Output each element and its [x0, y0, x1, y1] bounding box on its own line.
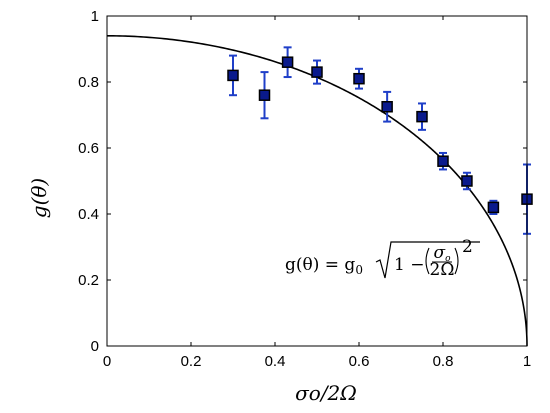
formula-sigma-subscript: o [445, 254, 451, 264]
svg-text:g(θ) = g0: g(θ) = g0 [285, 255, 363, 277]
y-tick-label: 1 [91, 8, 99, 25]
y-tick-label: 0.8 [78, 74, 99, 91]
data-points-layer [227, 46, 533, 235]
x-tick-label: 0 [103, 353, 111, 370]
data-point-marker [461, 175, 473, 187]
data-point-marker [416, 110, 428, 123]
data-point-marker [281, 56, 294, 68]
formula-g0-subscript: 0 [355, 263, 363, 277]
data-point-marker [311, 66, 323, 78]
x-tick-label: 0.6 [349, 353, 370, 370]
data-point-marker [227, 69, 239, 82]
formula-sigma: σ [433, 243, 445, 263]
data-point-marker [381, 101, 393, 113]
formula-exponent: 2 [462, 237, 473, 257]
x-tick-label: 0.2 [181, 353, 202, 370]
data-point-marker [258, 89, 271, 101]
formula-denominator: 2Ω [430, 260, 455, 280]
formula-one-minus: 1 − [394, 255, 424, 275]
x-tick-label: 0.4 [265, 353, 286, 370]
y-axis-title: g(θ) [27, 178, 51, 218]
formula-lhs: g(θ) = g [285, 255, 355, 275]
data-point-marker [353, 72, 365, 85]
svg-text:σo: σo [433, 243, 451, 264]
formula-left-paren [425, 247, 430, 275]
formula-radical-sign [375, 241, 480, 279]
x-tick-label: 1 [523, 353, 531, 370]
y-tick-label: 0.2 [78, 272, 99, 289]
ticks-layer [106, 15, 528, 347]
plot-area-frame [106, 15, 528, 347]
y-tick-label: 0.6 [78, 140, 99, 157]
y-tick-label: 0.4 [78, 206, 99, 223]
data-point-marker [487, 201, 500, 214]
tick-labels-layer: 0 0.2 0.4 0.6 0.8 1 0 0.2 0.4 0.6 0.8 1 [78, 8, 531, 370]
formula-annotation: g(θ) = g0 1 − σo 2Ω 2 [285, 237, 480, 280]
y-tick-label: 0 [91, 338, 99, 355]
x-tick-label: 0.8 [433, 353, 454, 370]
formula-right-paren [454, 247, 459, 275]
data-point-marker [437, 155, 449, 167]
x-axis-title: σo/2Ω [295, 381, 357, 405]
